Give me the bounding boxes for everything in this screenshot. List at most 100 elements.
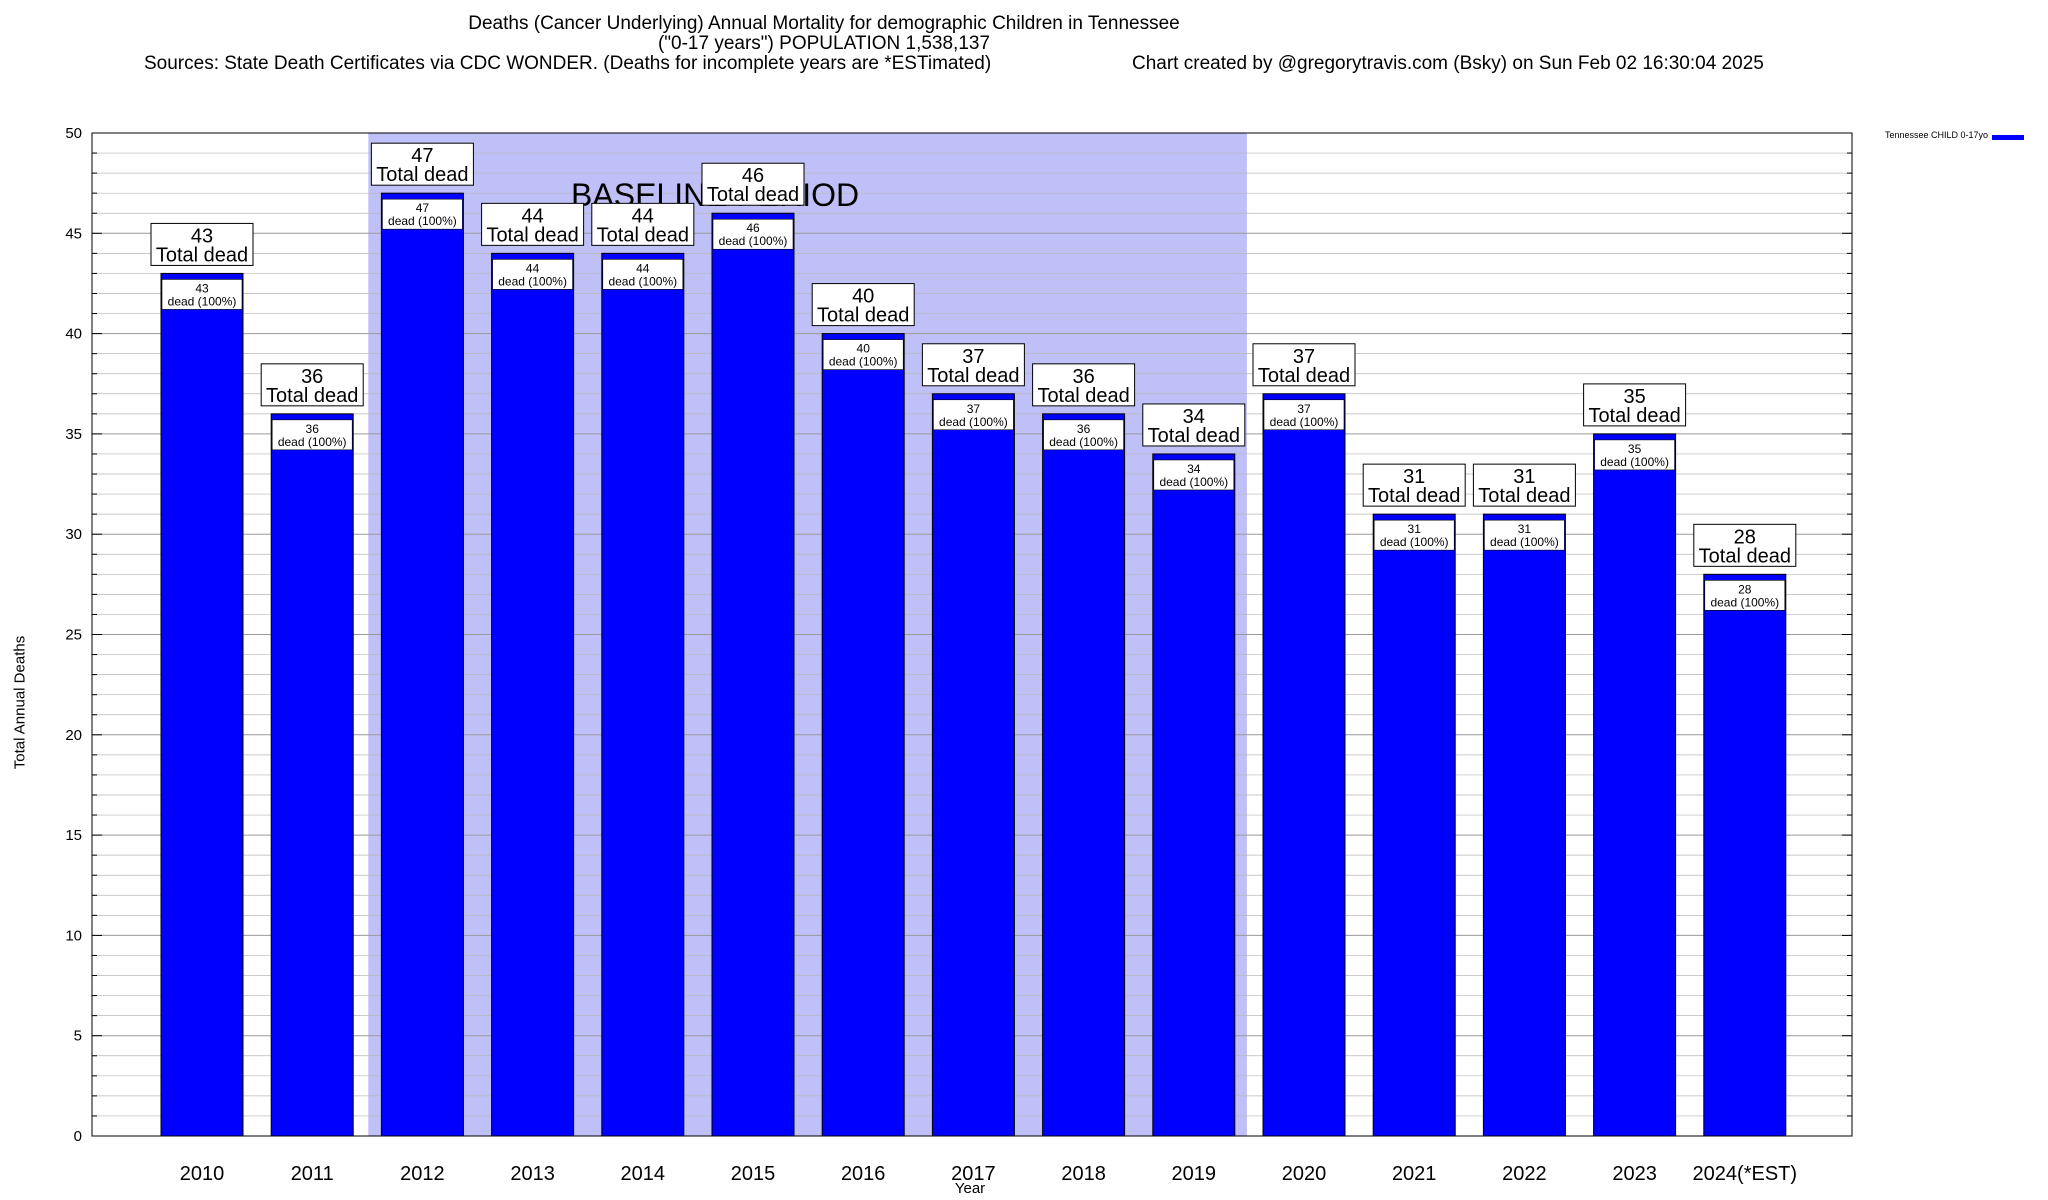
total-label-box [1693, 523, 1797, 567]
total-value-label: 37 [1293, 346, 1315, 368]
inner-value-label: 46 [746, 221, 760, 235]
bar [1593, 433, 1677, 1137]
x-tick-label: 2019 [1172, 1163, 1217, 1185]
inner-percent-label: dead (100%) [1159, 475, 1228, 489]
inner-value-label: 28 [1738, 582, 1752, 596]
total-label-box [811, 283, 915, 327]
inner-percent-label: dead (100%) [168, 294, 237, 308]
inner-value-label: 44 [526, 261, 540, 275]
total-label-box [1583, 383, 1687, 427]
total-value-label: 36 [1072, 366, 1094, 388]
inner-value-label: 36 [1077, 422, 1091, 436]
total-value-label: 37 [962, 346, 984, 368]
inner-value-label: 44 [636, 261, 650, 275]
x-tick-label: 2016 [841, 1163, 886, 1185]
x-tick-label: 2014 [621, 1163, 666, 1185]
inner-percent-label: dead (100%) [388, 214, 457, 228]
chart-subtitle: ("0-17 years") POPULATION 1,538,137 [657, 33, 991, 54]
total-caption-label: Total dead [1699, 545, 1791, 567]
total-caption-label: Total dead [597, 224, 689, 246]
inner-label-box [1153, 459, 1235, 491]
x-tick-label: 2024(*EST) [1693, 1163, 1798, 1185]
total-value-label: 44 [632, 205, 654, 227]
x-tick-label: 2020 [1282, 1163, 1327, 1185]
bar [491, 252, 575, 1137]
y-tick-label: 0 [74, 1128, 82, 1145]
bar [1703, 573, 1787, 1137]
y-tick-label: 10 [65, 927, 82, 944]
total-value-label: 28 [1734, 526, 1756, 548]
y-tick-label: 50 [65, 125, 82, 142]
x-tick-label: 2010 [180, 1163, 225, 1185]
inner-value-label: 40 [857, 342, 871, 356]
x-tick-label: 2018 [1061, 1163, 1106, 1185]
inner-value-label: 37 [1297, 402, 1311, 416]
x-tick-label: 2011 [291, 1163, 334, 1185]
total-label-box [150, 222, 254, 266]
inner-label-box [822, 339, 904, 370]
chart-credit: Chart created by @gregorytravis.com (Bsk… [1132, 53, 1764, 74]
inner-percent-label: dead (100%) [1380, 535, 1449, 549]
inner-label-box [1043, 419, 1124, 451]
inner-percent-label: dead (100%) [829, 355, 898, 369]
total-caption-label: Total dead [1148, 425, 1240, 447]
inner-percent-label: dead (100%) [1600, 455, 1669, 469]
bar [1372, 513, 1456, 1137]
inner-value-label: 34 [1187, 462, 1201, 476]
inner-value-label: 31 [1518, 522, 1532, 536]
x-tick-label: 2017 [951, 1163, 996, 1185]
total-caption-label: Total dead [927, 365, 1019, 387]
x-tick-label: 2022 [1502, 1163, 1547, 1185]
total-value-label: 35 [1623, 386, 1645, 408]
total-label-box [591, 202, 695, 246]
bar [1042, 413, 1126, 1137]
x-axis-label: Year [954, 1180, 986, 1197]
inner-value-label: 35 [1628, 442, 1642, 456]
y-tick-label: 20 [65, 727, 82, 744]
inner-label-box [492, 259, 573, 290]
total-caption-label: Total dead [376, 164, 468, 186]
legend-label: Tennessee CHILD 0-17yo [1884, 130, 1988, 140]
inner-value-label: 47 [416, 201, 430, 215]
bar [931, 393, 1015, 1137]
total-caption-label: Total dead [1037, 385, 1129, 407]
total-caption-label: Total dead [156, 244, 248, 266]
x-tick-label: 2012 [400, 1163, 445, 1185]
inner-value-label: 36 [306, 422, 320, 436]
inner-label-box [1704, 580, 1786, 611]
x-tick-label: 2013 [510, 1163, 555, 1185]
total-caption-label: Total dead [1588, 405, 1680, 427]
total-value-label: 36 [301, 366, 323, 388]
total-caption-label: Total dead [1478, 485, 1570, 507]
inner-label-box [1594, 439, 1675, 471]
legend-swatch [1992, 135, 2024, 140]
y-tick-label: 5 [74, 1028, 82, 1045]
total-caption-label: Total dead [1258, 365, 1350, 387]
total-caption-label: Total dead [817, 305, 909, 327]
legend: Tennessee CHILD 0-17yo [1878, 130, 2038, 144]
total-value-label: 31 [1513, 466, 1535, 488]
inner-percent-label: dead (100%) [1049, 435, 1118, 449]
total-label-box [1142, 403, 1246, 447]
inner-percent-label: dead (100%) [1270, 415, 1339, 429]
inner-percent-label: dead (100%) [278, 435, 347, 449]
y-tick-label: 25 [65, 627, 82, 644]
total-value-label: 43 [191, 225, 213, 247]
bar [1482, 513, 1566, 1137]
inner-label-box [712, 218, 794, 250]
inner-value-label: 37 [967, 402, 981, 416]
total-caption-label: Total dead [486, 224, 578, 246]
x-tick-label: 2021 [1392, 1163, 1437, 1185]
inner-percent-label: dead (100%) [719, 234, 788, 248]
bar [380, 192, 464, 1137]
inner-percent-label: dead (100%) [608, 274, 677, 288]
y-axis-label: Total Annual Deaths [11, 635, 29, 770]
y-tick-label: 35 [65, 426, 82, 443]
inner-label-box [382, 198, 463, 230]
bar [270, 413, 354, 1137]
total-caption-label: Total dead [1368, 485, 1460, 507]
total-label-box [1032, 363, 1136, 407]
bar [711, 212, 795, 1137]
bar [1262, 393, 1346, 1137]
